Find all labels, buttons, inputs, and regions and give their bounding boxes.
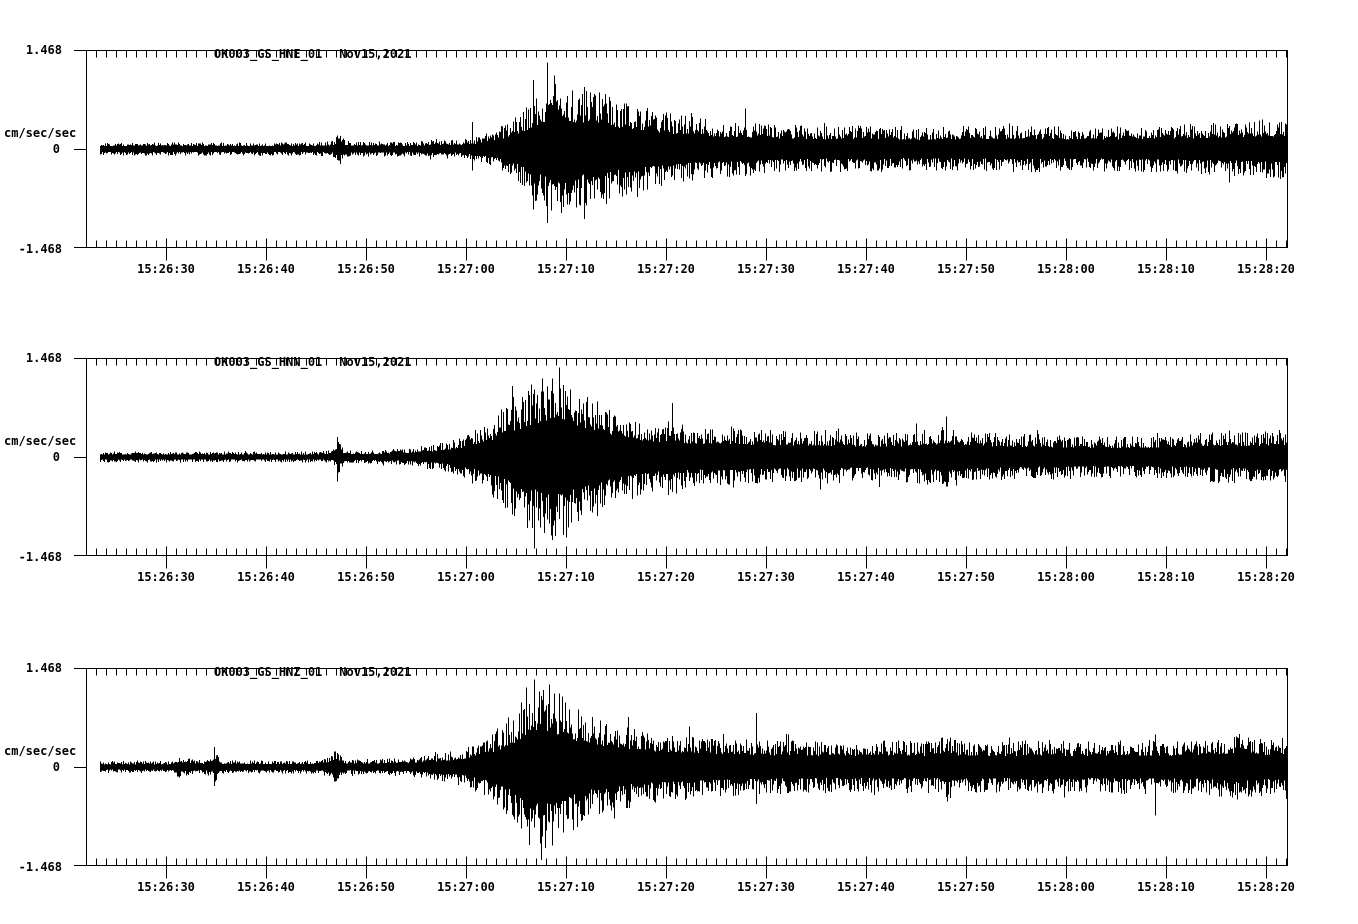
x-tick-label: 15:27:20	[637, 262, 695, 276]
seismogram-panel-hne	[74, 50, 1288, 261]
x-tick-label: 15:27:50	[937, 570, 995, 584]
x-tick-label: 15:27:40	[837, 880, 895, 894]
x-tick-label: 15:28:00	[1037, 262, 1095, 276]
date-label: Nov15,2021	[339, 665, 412, 679]
y-axis-units-label: cm/sec/sec	[4, 126, 77, 140]
station-label: OK003_GS_HNN_01	[213, 355, 323, 369]
x-tick-label: 15:28:00	[1037, 880, 1095, 894]
y-axis-max-label: 1.468	[25, 43, 62, 57]
x-tick-label: 15:27:50	[937, 880, 995, 894]
major-ticks	[166, 856, 1267, 879]
major-ticks	[166, 546, 1267, 569]
panel-axes	[74, 668, 1288, 879]
minor-ticks	[86, 50, 1287, 248]
x-tick-label: 15:26:30	[137, 880, 195, 894]
date-label: Nov15,2021	[339, 355, 412, 369]
y-axis-min-label: -1.468	[18, 550, 62, 564]
seismogram-panel-hnz	[74, 668, 1288, 879]
y-axis-units-label: cm/sec/sec	[4, 744, 77, 758]
x-tick-label: 15:27:40	[837, 570, 895, 584]
x-tick-label: 15:27:10	[537, 262, 595, 276]
y-level-ticks	[74, 668, 86, 866]
panel-title: OK003_GS_HNZ_01 Nov15,2021	[185, 651, 412, 693]
x-tick-label: 15:27:20	[637, 570, 695, 584]
x-tick-label: 15:28:00	[1037, 570, 1095, 584]
x-tick-label: 15:27:50	[937, 262, 995, 276]
y-axis-max-label: 1.468	[25, 351, 62, 365]
x-tick-label: 15:28:20	[1237, 262, 1295, 276]
y-axis-min-label: -1.468	[18, 860, 62, 874]
waveform-trace	[100, 62, 1287, 224]
seismogram-panel-hnn	[74, 358, 1288, 569]
x-tick-label: 15:27:00	[437, 570, 495, 584]
x-tick-label: 15:27:10	[537, 570, 595, 584]
x-tick-label: 15:27:00	[437, 880, 495, 894]
y-axis-units-label: cm/sec/sec	[4, 434, 77, 448]
x-tick-label: 15:26:40	[237, 570, 295, 584]
y-axis-zero-label: 0	[52, 760, 60, 774]
panel-axes	[74, 358, 1288, 569]
x-tick-label: 15:26:50	[337, 880, 395, 894]
x-tick-label: 15:26:40	[237, 262, 295, 276]
x-tick-label: 15:28:10	[1137, 262, 1195, 276]
panel-axes	[74, 50, 1288, 261]
x-tick-label: 15:27:30	[737, 262, 795, 276]
x-tick-label: 15:26:30	[137, 570, 195, 584]
y-level-ticks	[74, 50, 86, 248]
x-tick-label: 15:27:10	[537, 880, 595, 894]
y-axis-zero-label: 0	[52, 142, 60, 156]
x-tick-label: 15:26:50	[337, 570, 395, 584]
station-label: OK003_GS_HNZ_01	[213, 665, 323, 679]
station-label: OK003_GS_HNE_01	[213, 47, 323, 61]
x-tick-label: 15:27:30	[737, 570, 795, 584]
y-axis-zero-label: 0	[52, 450, 60, 464]
x-tick-label: 15:27:40	[837, 262, 895, 276]
y-level-ticks	[74, 358, 86, 556]
x-tick-label: 15:28:20	[1237, 880, 1295, 894]
minor-ticks	[86, 358, 1287, 556]
x-tick-label: 15:27:20	[637, 880, 695, 894]
x-tick-label: 15:26:40	[237, 880, 295, 894]
x-tick-label: 15:27:00	[437, 262, 495, 276]
date-label: Nov15,2021	[339, 47, 412, 61]
waveform-trace	[100, 679, 1287, 861]
waveform-trace	[100, 367, 1287, 549]
x-tick-label: 15:28:10	[1137, 880, 1195, 894]
y-axis-min-label: -1.468	[18, 242, 62, 256]
panel-title: OK003_GS_HNE_01 Nov15,2021	[185, 33, 412, 75]
x-tick-label: 15:26:30	[137, 262, 195, 276]
panel-title: OK003_GS_HNN_01 Nov15,2021	[185, 341, 412, 383]
x-tick-label: 15:27:30	[737, 880, 795, 894]
y-axis-max-label: 1.468	[25, 661, 62, 675]
x-tick-label: 15:26:50	[337, 262, 395, 276]
minor-ticks	[86, 668, 1287, 866]
x-tick-label: 15:28:10	[1137, 570, 1195, 584]
major-ticks	[166, 238, 1267, 261]
x-tick-label: 15:28:20	[1237, 570, 1295, 584]
